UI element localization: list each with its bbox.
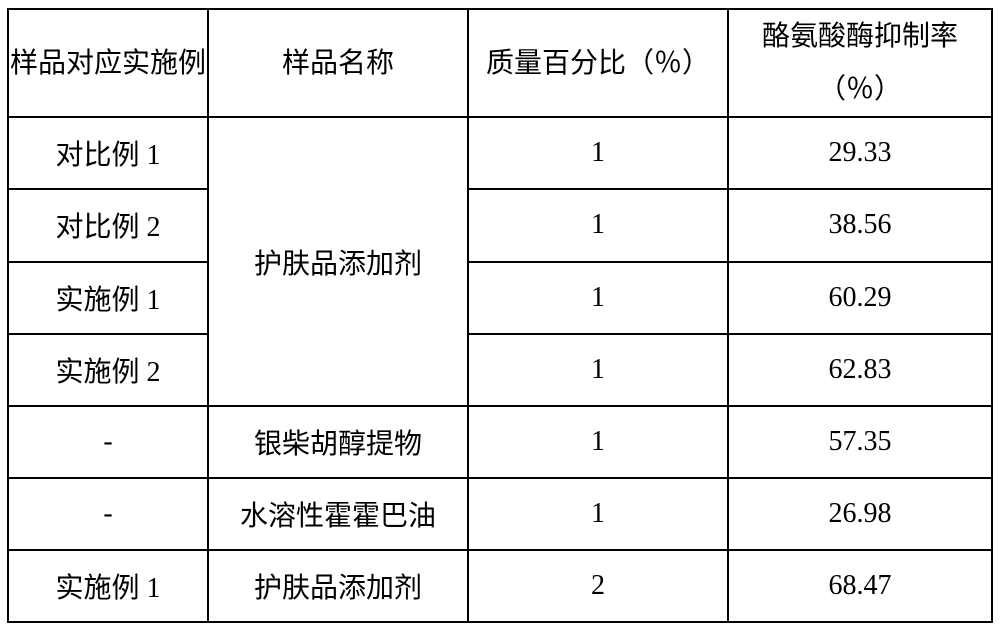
table-row: 实施例 1 护肤品添加剂 2 68.47	[8, 550, 992, 622]
cell-sample-example: -	[8, 406, 208, 478]
cell-sample-name: 护肤品添加剂	[208, 550, 468, 622]
cell-inhibition: 68.47	[728, 550, 992, 622]
table-row: 对比例 2 1 38.56	[8, 189, 992, 261]
table-header-row: 样品对应实施例 样品名称 质量百分比（％） 酪氨酸酶抑制率（％）	[8, 9, 992, 117]
cell-mass-percent: 1	[468, 478, 728, 550]
cell-sample-example: -	[8, 478, 208, 550]
cell-inhibition: 38.56	[728, 189, 992, 261]
cell-sample-example: 对比例 1	[8, 117, 208, 189]
col-header-mass-percent: 质量百分比（％）	[468, 9, 728, 117]
cell-sample-example: 实施例 2	[8, 334, 208, 406]
cell-sample-name: 银柴胡醇提物	[208, 406, 468, 478]
data-table: 样品对应实施例 样品名称 质量百分比（％） 酪氨酸酶抑制率（％） 对比例 1 护…	[7, 8, 993, 623]
table-row: 实施例 2 1 62.83	[8, 334, 992, 406]
table-row: 对比例 1 护肤品添加剂 1 29.33	[8, 117, 992, 189]
col-header-sample-name: 样品名称	[208, 9, 468, 117]
cell-inhibition: 29.33	[728, 117, 992, 189]
table-row: 实施例 1 1 60.29	[8, 262, 992, 334]
cell-mass-percent: 1	[468, 262, 728, 334]
cell-sample-example: 实施例 1	[8, 550, 208, 622]
cell-mass-percent: 1	[468, 117, 728, 189]
cell-mass-percent: 1	[468, 189, 728, 261]
cell-sample-example: 实施例 1	[8, 262, 208, 334]
cell-inhibition: 60.29	[728, 262, 992, 334]
cell-sample-name: 水溶性霍霍巴油	[208, 478, 468, 550]
cell-inhibition: 62.83	[728, 334, 992, 406]
page: 样品对应实施例 样品名称 质量百分比（％） 酪氨酸酶抑制率（％） 对比例 1 护…	[0, 0, 1000, 631]
cell-sample-name-merged: 护肤品添加剂	[208, 117, 468, 405]
cell-mass-percent: 2	[468, 550, 728, 622]
col-header-inhibition: 酪氨酸酶抑制率（％）	[728, 9, 992, 117]
cell-inhibition: 26.98	[728, 478, 992, 550]
cell-mass-percent: 1	[468, 334, 728, 406]
col-header-sample-example: 样品对应实施例	[8, 9, 208, 117]
cell-mass-percent: 1	[468, 406, 728, 478]
table-row: - 水溶性霍霍巴油 1 26.98	[8, 478, 992, 550]
table-row: - 银柴胡醇提物 1 57.35	[8, 406, 992, 478]
cell-inhibition: 57.35	[728, 406, 992, 478]
cell-sample-example: 对比例 2	[8, 189, 208, 261]
